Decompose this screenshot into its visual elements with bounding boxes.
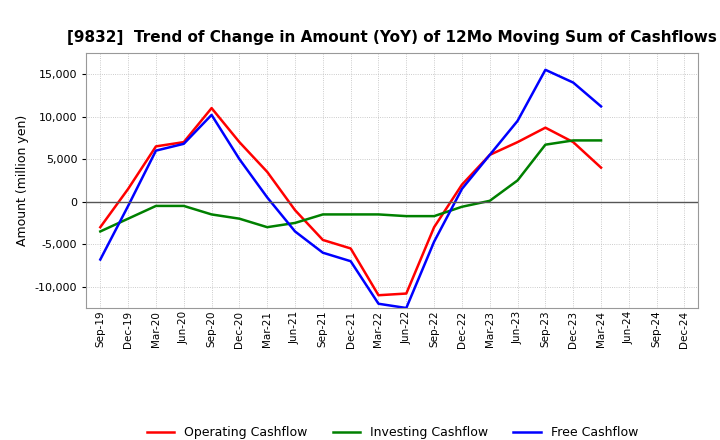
Free Cashflow bbox=[569, 80, 577, 85]
Operating Cashflow bbox=[263, 169, 271, 175]
Operating Cashflow bbox=[402, 291, 410, 296]
Free Cashflow bbox=[207, 112, 216, 117]
Free Cashflow bbox=[402, 305, 410, 311]
Free Cashflow bbox=[485, 152, 494, 158]
Investing Cashflow bbox=[430, 213, 438, 219]
Operating Cashflow bbox=[346, 246, 355, 251]
Free Cashflow bbox=[124, 203, 132, 209]
Free Cashflow bbox=[513, 118, 522, 124]
Investing Cashflow bbox=[124, 216, 132, 221]
Free Cashflow bbox=[430, 239, 438, 244]
Investing Cashflow bbox=[374, 212, 383, 217]
Y-axis label: Amount (million yen): Amount (million yen) bbox=[17, 115, 30, 246]
Legend: Operating Cashflow, Investing Cashflow, Free Cashflow: Operating Cashflow, Investing Cashflow, … bbox=[142, 422, 643, 440]
Free Cashflow bbox=[235, 157, 243, 162]
Free Cashflow bbox=[597, 104, 606, 109]
Operating Cashflow bbox=[513, 139, 522, 145]
Operating Cashflow bbox=[485, 152, 494, 158]
Investing Cashflow bbox=[207, 212, 216, 217]
Investing Cashflow bbox=[597, 138, 606, 143]
Operating Cashflow bbox=[179, 139, 188, 145]
Free Cashflow bbox=[291, 229, 300, 234]
Investing Cashflow bbox=[458, 204, 467, 209]
Free Cashflow bbox=[179, 141, 188, 147]
Operating Cashflow bbox=[569, 139, 577, 145]
Investing Cashflow bbox=[569, 138, 577, 143]
Free Cashflow bbox=[541, 67, 550, 73]
Operating Cashflow bbox=[374, 293, 383, 298]
Line: Investing Cashflow: Investing Cashflow bbox=[100, 140, 601, 231]
Operating Cashflow bbox=[291, 208, 300, 213]
Investing Cashflow bbox=[179, 203, 188, 209]
Operating Cashflow bbox=[124, 186, 132, 191]
Line: Free Cashflow: Free Cashflow bbox=[100, 70, 601, 308]
Free Cashflow bbox=[318, 250, 327, 255]
Operating Cashflow bbox=[318, 237, 327, 242]
Free Cashflow bbox=[96, 257, 104, 262]
Operating Cashflow bbox=[430, 224, 438, 230]
Operating Cashflow bbox=[235, 139, 243, 145]
Investing Cashflow bbox=[402, 213, 410, 219]
Investing Cashflow bbox=[291, 220, 300, 226]
Operating Cashflow bbox=[458, 182, 467, 187]
Operating Cashflow bbox=[597, 165, 606, 170]
Free Cashflow bbox=[374, 301, 383, 306]
Free Cashflow bbox=[152, 148, 161, 153]
Operating Cashflow bbox=[96, 224, 104, 230]
Operating Cashflow bbox=[207, 106, 216, 111]
Investing Cashflow bbox=[96, 229, 104, 234]
Investing Cashflow bbox=[263, 224, 271, 230]
Title: [9832]  Trend of Change in Amount (YoY) of 12Mo Moving Sum of Cashflows: [9832] Trend of Change in Amount (YoY) o… bbox=[68, 29, 717, 45]
Operating Cashflow bbox=[152, 144, 161, 149]
Investing Cashflow bbox=[541, 142, 550, 147]
Line: Operating Cashflow: Operating Cashflow bbox=[100, 108, 601, 295]
Operating Cashflow bbox=[541, 125, 550, 130]
Free Cashflow bbox=[263, 195, 271, 200]
Investing Cashflow bbox=[152, 203, 161, 209]
Investing Cashflow bbox=[346, 212, 355, 217]
Free Cashflow bbox=[458, 186, 467, 191]
Free Cashflow bbox=[346, 259, 355, 264]
Investing Cashflow bbox=[513, 178, 522, 183]
Investing Cashflow bbox=[235, 216, 243, 221]
Investing Cashflow bbox=[318, 212, 327, 217]
Investing Cashflow bbox=[485, 198, 494, 203]
